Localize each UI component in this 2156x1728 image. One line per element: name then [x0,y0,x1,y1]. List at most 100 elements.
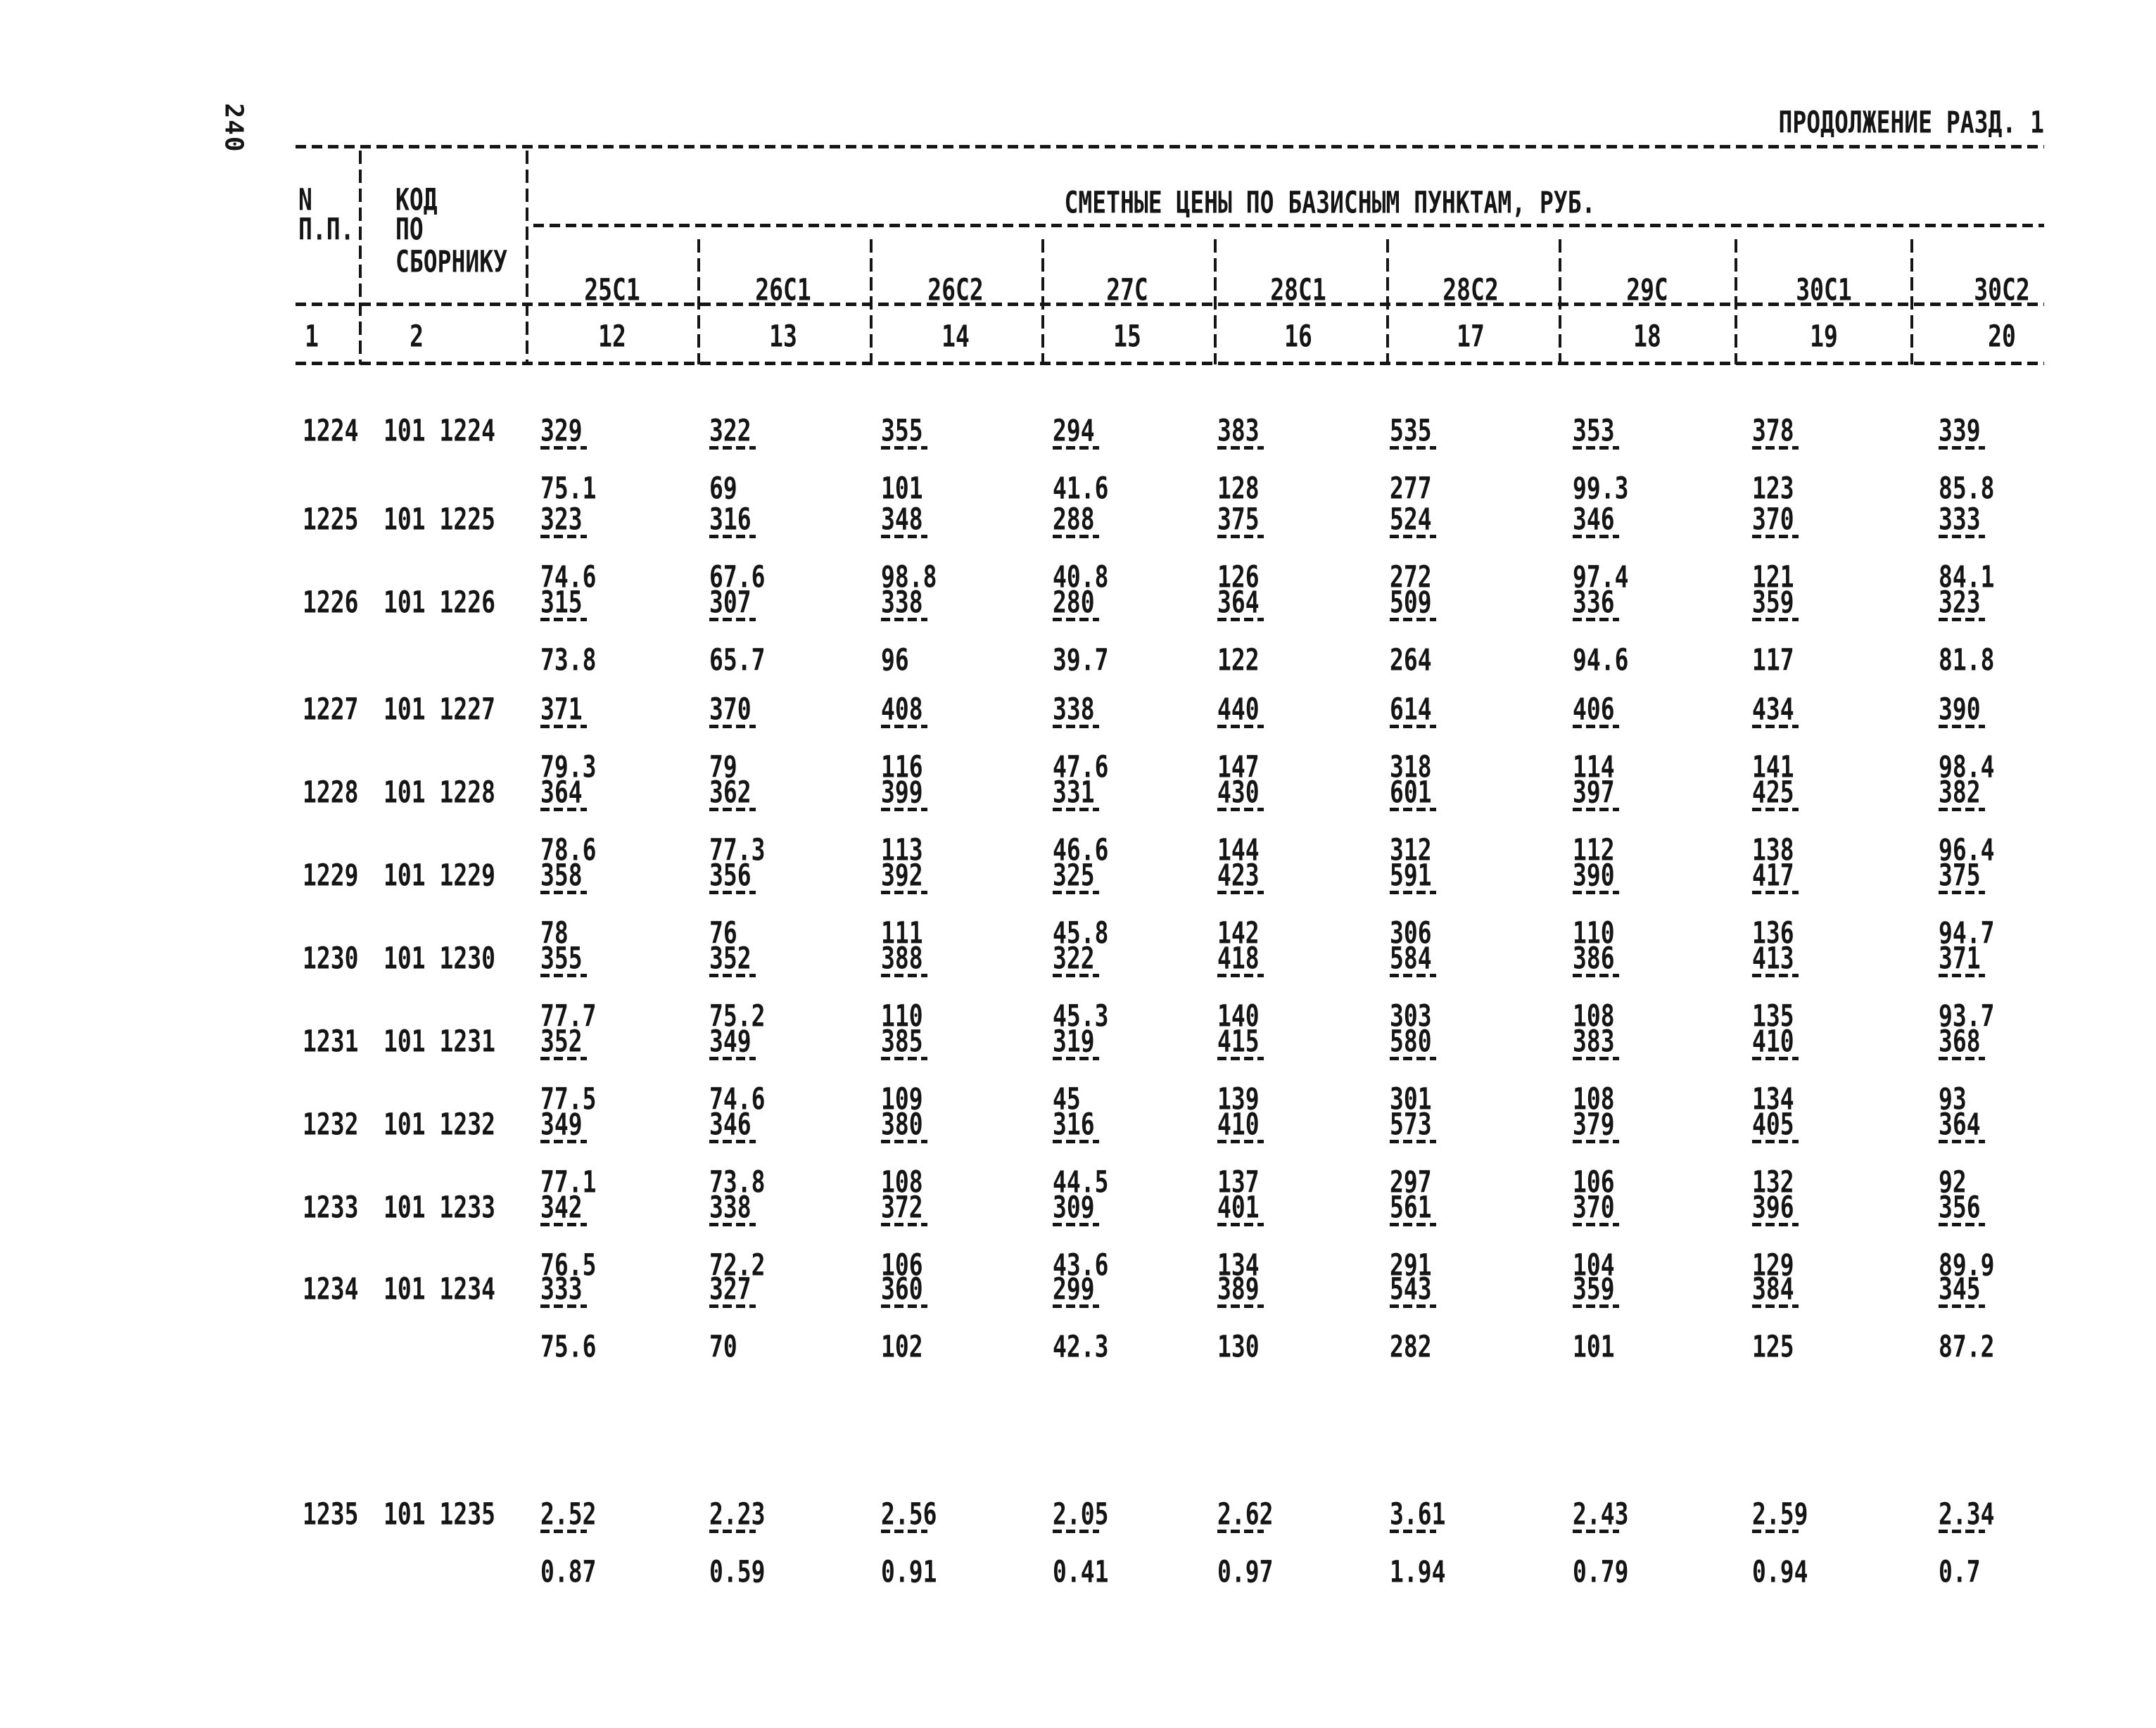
column-number-code: 2 [410,318,424,354]
fraction-bar [1390,446,1436,450]
column-separator [1214,239,1217,364]
cell-value-top: 339 [1939,412,1981,448]
cell-value-bottom: 98.4 [1939,749,1995,784]
cell-value-bottom: 77.1 [540,1164,597,1200]
cell-value-bottom: 75.2 [709,998,766,1034]
column-header-label: 29С [1626,272,1668,307]
column-separator [1041,239,1044,364]
cell-value-bottom: 129 [1752,1247,1794,1283]
row-npp: 1226 [303,584,359,620]
cell-value-top: 316 [1053,1106,1095,1142]
cell-value-bottom: 277 [1390,470,1432,506]
cell-value-top: 399 [881,774,923,810]
fraction-bar [709,1057,756,1060]
cell-value-bottom: 114 [1573,749,1615,784]
fraction-bar [1939,535,1985,538]
column-separator [359,151,362,364]
fraction-bar [1053,974,1099,977]
cell-value-top: 383 [1573,1023,1615,1059]
cell-value-bottom: 84.1 [1939,559,1995,595]
column-header-number: 12 [598,318,626,354]
fraction-bar [709,446,756,450]
cell-value-bottom: 128 [1217,470,1260,506]
cell-value-bottom: 89.9 [1939,1247,1995,1283]
cell-value-bottom: 85.8 [1939,470,1995,506]
cell-value-top: 573 [1390,1106,1432,1142]
cell-value-top: 349 [709,1023,752,1059]
cell-value-bottom: 97.4 [1573,559,1629,595]
fraction-bar [540,446,587,450]
fraction-bar [1573,1223,1619,1226]
column-header-number: 15 [1113,318,1141,354]
column-header-label: 27С [1106,272,1148,307]
cell-value-top: 379 [1573,1106,1615,1142]
cell-value-top: 322 [709,412,752,448]
divider-top [296,145,2044,148]
cell-value-bottom: 113 [881,832,923,868]
cell-value-top: 371 [1939,940,1981,976]
row-npp: 1225 [303,501,359,537]
cell-value-top: 423 [1217,857,1260,893]
cell-value-top: 315 [540,584,583,620]
cell-value-top: 355 [881,412,923,448]
cell-value-bottom: 130 [1217,1328,1260,1364]
cell-value-bottom: 96 [881,642,909,678]
fraction-bar [881,725,927,728]
fraction-bar [709,1140,756,1143]
fraction-bar [709,974,756,977]
fraction-bar [1390,618,1436,621]
fraction-bar [1217,618,1264,621]
cell-value-top: 425 [1752,774,1794,810]
row-npp: 1231 [303,1023,359,1059]
row-code: 101 1233 [383,1189,495,1225]
fraction-bar [1217,974,1264,977]
fraction-bar [1390,808,1436,811]
cell-value-bottom: 140 [1217,998,1260,1034]
fraction-bar [1752,808,1799,811]
fraction-bar [1053,1057,1099,1060]
fraction-bar [1390,1223,1436,1226]
cell-value-top: 352 [540,1023,583,1059]
fraction-bar [709,808,756,811]
fraction-bar [1752,974,1799,977]
fraction-bar [1217,725,1264,728]
cell-value-bottom: 42.3 [1053,1328,1109,1364]
cell-value-top: 384 [1752,1271,1794,1307]
fraction-bar [881,974,927,977]
cell-value-top: 331 [1053,774,1095,810]
cell-value-bottom: 81.8 [1939,642,1995,678]
column-separator [1735,239,1737,364]
cell-value-top: 327 [709,1271,752,1307]
cell-value-bottom: 67.6 [709,559,766,595]
cell-value-bottom: 106 [1573,1164,1615,1200]
cell-value-bottom: 306 [1390,915,1432,951]
cell-value-bottom: 138 [1752,832,1794,868]
divider-head-bottom [296,362,2044,365]
cell-value-top: 307 [709,584,752,620]
fraction-bar [881,1223,927,1226]
cell-value-top: 329 [540,412,583,448]
fraction-bar [1217,1530,1264,1533]
cell-value-bottom: 77.3 [709,832,766,868]
cell-value-bottom: 297 [1390,1164,1432,1200]
cell-value-bottom: 43.6 [1053,1247,1109,1283]
cell-value-top: 355 [540,940,583,976]
column-header-number: 18 [1633,318,1661,354]
column-header-label: 25С1 [584,272,640,307]
cell-value-top: 362 [709,774,752,810]
fraction-bar [540,1140,587,1143]
cell-value-top: 413 [1752,940,1794,976]
fraction-bar [1390,1140,1436,1143]
fraction-bar [1752,535,1799,538]
row-npp: 1233 [303,1189,359,1225]
fraction-bar [1939,1140,1985,1143]
cell-value-top: 410 [1217,1106,1260,1142]
column-header-number: 14 [941,318,970,354]
fraction-bar [1390,891,1436,894]
row-npp: 1224 [303,412,359,448]
cell-value-top: 580 [1390,1023,1432,1059]
fraction-bar [540,1223,587,1226]
cell-value-top: 2.52 [540,1496,597,1532]
cell-value-bottom: 101 [881,470,923,506]
